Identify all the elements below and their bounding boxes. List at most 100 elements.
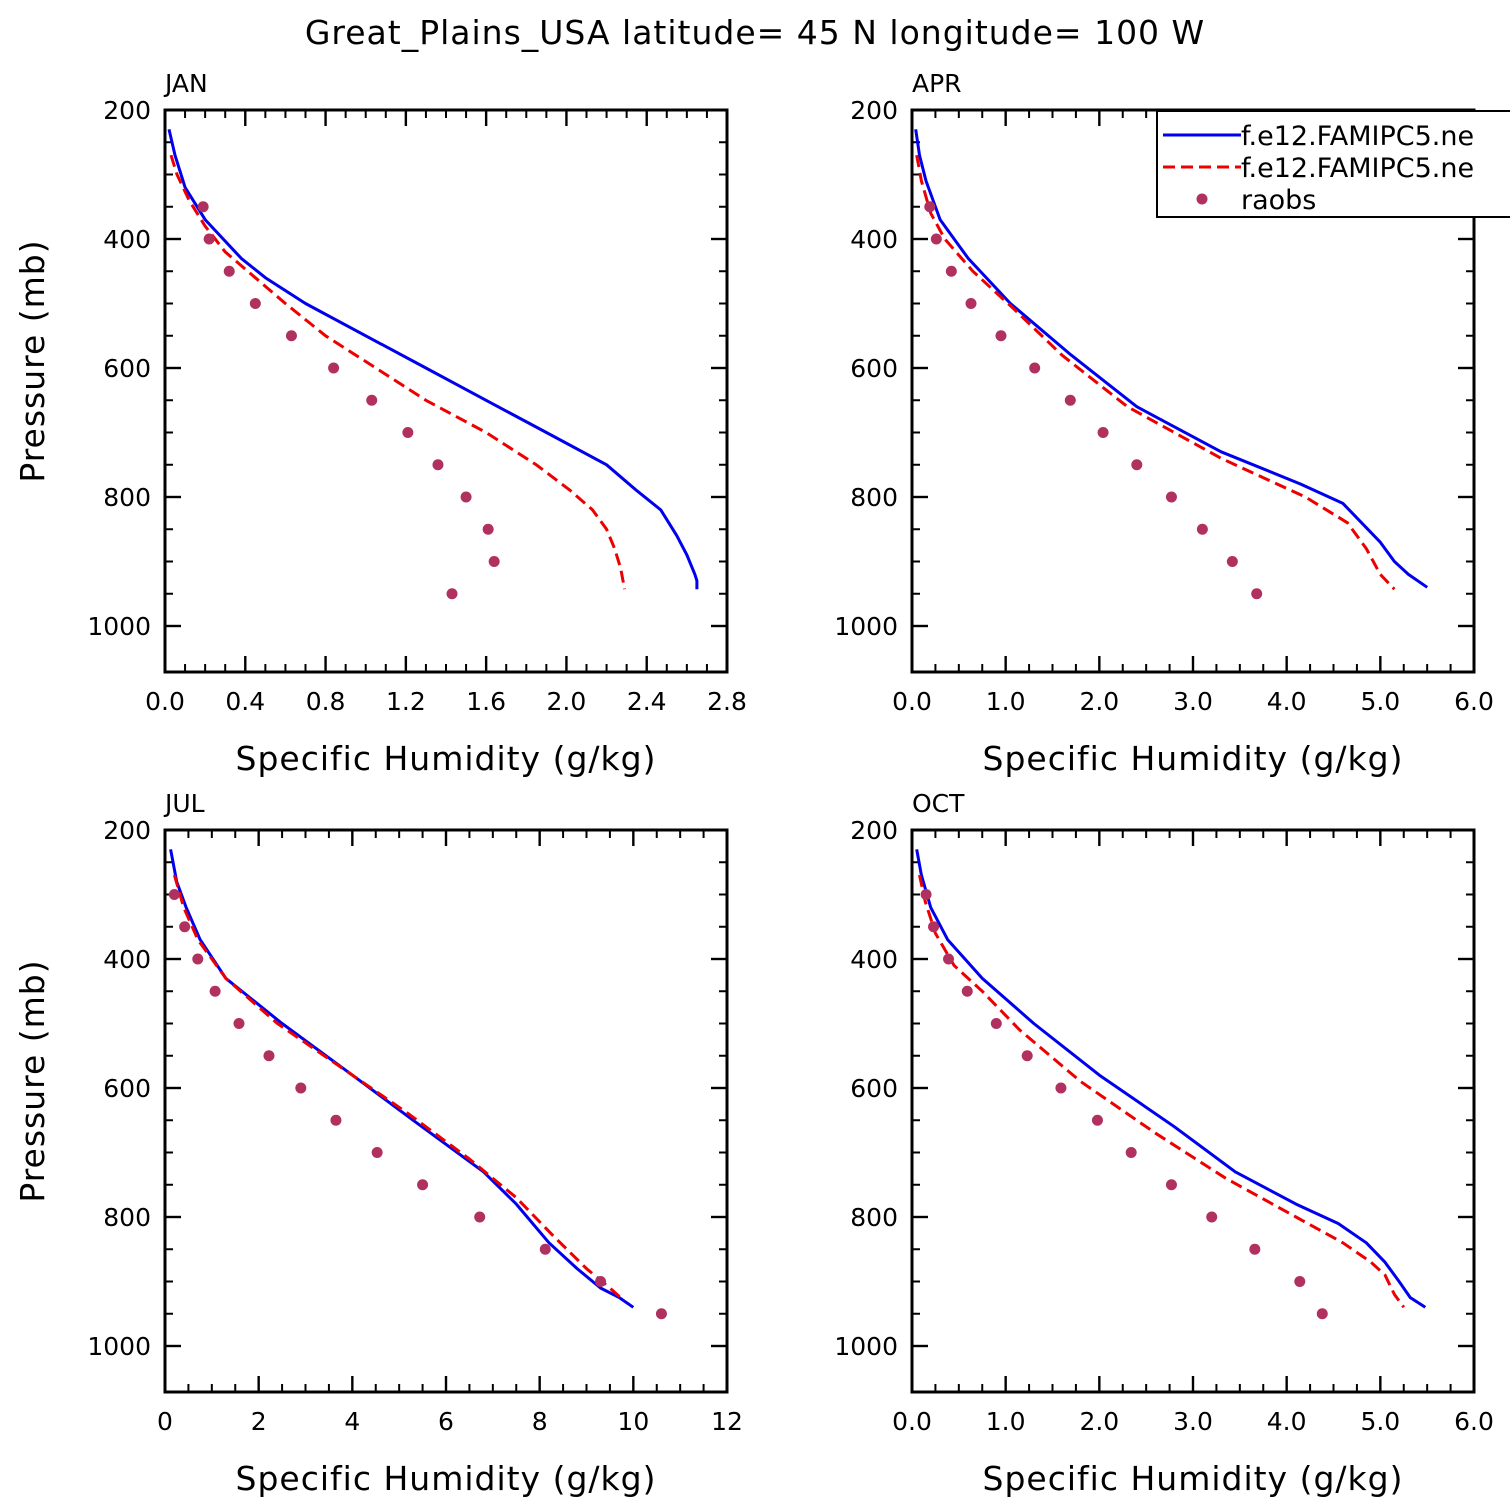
x-tick-label: 6.0 bbox=[1454, 687, 1494, 716]
y-axis-label: Pressure (mb) bbox=[13, 959, 52, 1202]
x-tick-label: 2.0 bbox=[547, 687, 587, 716]
x-tick-label: 2.8 bbox=[707, 687, 747, 716]
legend-entry: raobs bbox=[1196, 185, 1316, 216]
model-series-dashed bbox=[169, 154, 627, 590]
raobs-point bbox=[655, 1308, 667, 1320]
raobs-point bbox=[366, 394, 378, 406]
raobs-point bbox=[474, 1211, 486, 1223]
x-tick-label: 5.0 bbox=[1360, 1407, 1400, 1436]
y-tick-label: 600 bbox=[103, 1074, 151, 1103]
plot-area bbox=[168, 849, 667, 1320]
x-tick-label: 2.0 bbox=[1079, 687, 1119, 716]
x-tick-label: 0.4 bbox=[225, 687, 265, 716]
y-tick-label: 200 bbox=[103, 96, 151, 125]
plot-frame bbox=[910, 828, 1476, 1394]
y-tick-label: 400 bbox=[850, 225, 898, 254]
model-series-dashed bbox=[918, 874, 1406, 1309]
raobs-point bbox=[488, 556, 500, 567]
raobs-point bbox=[1055, 1082, 1067, 1094]
plot-frame bbox=[163, 828, 729, 1394]
x-tick-label: 4 bbox=[344, 1407, 360, 1436]
x-tick-label: 12 bbox=[711, 1407, 743, 1436]
raobs-point bbox=[1131, 459, 1143, 471]
y-tick-label: 600 bbox=[850, 354, 898, 383]
raobs-point bbox=[1125, 1147, 1137, 1158]
y-tick-label: 800 bbox=[103, 483, 151, 512]
model-series-solid bbox=[915, 849, 1427, 1309]
raobs-point bbox=[1196, 523, 1208, 535]
raobs-point bbox=[943, 953, 955, 965]
panel-title: OCT bbox=[912, 789, 965, 818]
legend-box bbox=[1156, 110, 1510, 218]
x-tick-label: 2 bbox=[251, 1407, 267, 1436]
raobs-point bbox=[417, 1179, 429, 1191]
raobs-point bbox=[330, 1114, 342, 1126]
panel-title: APR bbox=[912, 69, 962, 98]
x-tick-label: 8 bbox=[532, 1407, 548, 1436]
panels: JAN 0.0 0.4 0.8 1.2 1.6 2.0 2.4 2.8 200 400 600 800 1… bbox=[13, 69, 1494, 1498]
raobs-point bbox=[928, 921, 940, 933]
plot-area bbox=[167, 128, 699, 600]
raobs-point bbox=[432, 459, 444, 471]
raobs-point bbox=[285, 330, 297, 342]
y-tick-label: 400 bbox=[850, 945, 898, 974]
y-tick-label: 1000 bbox=[87, 612, 151, 641]
x-tick-label: 10 bbox=[617, 1407, 649, 1436]
x-tick-label: 0.0 bbox=[892, 687, 932, 716]
y-tick-label: 1000 bbox=[87, 1332, 151, 1361]
panel-oct: OCT 0.0 1.0 2.0 3.0 4.0 5.0 6.0 200 400 600 800 1000… bbox=[834, 789, 1494, 1498]
raobs-point bbox=[233, 1018, 245, 1029]
plot-area bbox=[914, 129, 1429, 600]
raobs-point bbox=[1165, 491, 1177, 503]
y-axis-label: Pressure (mb) bbox=[13, 239, 52, 482]
raobs-point bbox=[965, 298, 977, 309]
raobs-point bbox=[295, 1082, 307, 1094]
raobs-point bbox=[482, 523, 494, 535]
y-tick-label: 200 bbox=[850, 96, 898, 125]
y-tick-label: 1000 bbox=[834, 612, 898, 641]
y-tick-label: 400 bbox=[103, 225, 151, 254]
x-tick-label: 4.0 bbox=[1267, 687, 1307, 716]
legend-marker bbox=[1196, 193, 1208, 205]
x-axis-label: Specific Humidity (g/kg) bbox=[983, 739, 1404, 778]
y-tick-label: 800 bbox=[850, 483, 898, 512]
y-tick-label: 400 bbox=[103, 945, 151, 974]
x-tick-label: 0.0 bbox=[892, 1407, 932, 1436]
x-tick-label: 3.0 bbox=[1173, 1407, 1213, 1436]
x-tick-label: 2.0 bbox=[1079, 1407, 1119, 1436]
panel-jan: JAN 0.0 0.4 0.8 1.2 1.6 2.0 2.4 2.8 200 400 600 800 1… bbox=[13, 69, 747, 778]
raobs-point bbox=[263, 1050, 275, 1062]
raobs-point bbox=[920, 889, 932, 900]
figure-title: Great_Plains_USA latitude= 45 N longitud… bbox=[305, 13, 1205, 52]
raobs-point bbox=[179, 921, 191, 933]
model-series-solid bbox=[914, 129, 1429, 589]
x-tick-label: 1.0 bbox=[986, 1407, 1026, 1436]
raobs-point bbox=[1226, 556, 1238, 567]
raobs-point bbox=[539, 1243, 551, 1255]
raobs-point bbox=[168, 889, 180, 900]
raobs-point bbox=[1206, 1211, 1218, 1223]
raobs-point bbox=[1165, 1179, 1177, 1191]
x-tick-label: 6 bbox=[438, 1407, 454, 1436]
raobs-point bbox=[402, 427, 414, 438]
x-axis-label: Specific Humidity (g/kg) bbox=[236, 1459, 657, 1498]
raobs-point bbox=[460, 491, 472, 503]
panel-apr: APR 0.0 1.0 2.0 3.0 4.0 5.0 6.0 200 400 600 800 1000… bbox=[834, 69, 1494, 778]
raobs-point bbox=[192, 953, 204, 965]
x-tick-label: 6.0 bbox=[1454, 1407, 1494, 1436]
raobs-point bbox=[1029, 362, 1041, 374]
y-tick-label: 600 bbox=[103, 354, 151, 383]
raobs-point bbox=[1251, 588, 1263, 600]
raobs-point bbox=[249, 298, 261, 309]
raobs-point bbox=[197, 201, 209, 213]
y-tick-label: 600 bbox=[850, 1074, 898, 1103]
y-tick-label: 1000 bbox=[834, 1332, 898, 1361]
y-tick-label: 200 bbox=[103, 816, 151, 845]
legend-entry: f.e12.FAMIPC5.ne bbox=[1163, 121, 1474, 152]
raobs-point bbox=[930, 233, 942, 245]
plot-area bbox=[915, 849, 1427, 1320]
raobs-point bbox=[328, 362, 340, 374]
raobs-point bbox=[990, 1018, 1002, 1029]
